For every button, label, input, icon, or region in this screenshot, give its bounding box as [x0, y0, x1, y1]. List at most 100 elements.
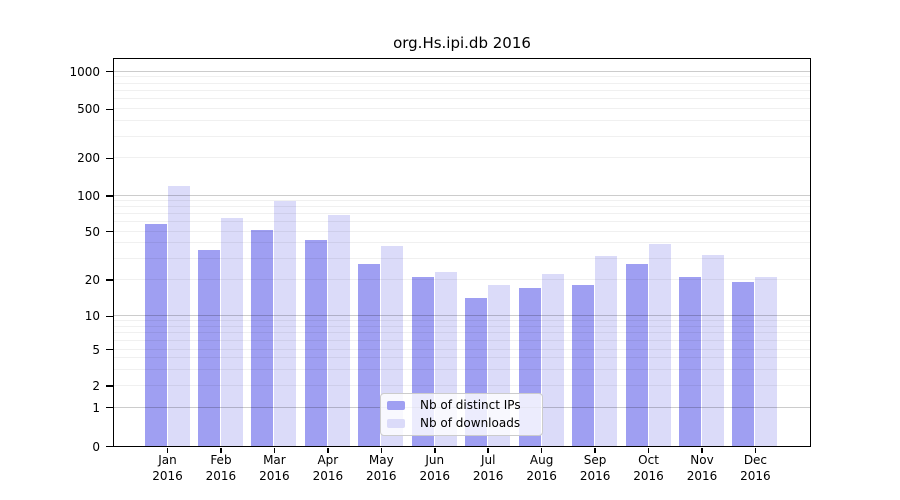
gridline-minor-400 — [113, 120, 810, 122]
y-tick-label-1000: 1000 — [69, 64, 100, 79]
y-tick-100 — [105, 195, 113, 197]
gridline-minor-70 — [113, 213, 810, 215]
gridline-minor-500 — [113, 108, 810, 110]
y-tick-label-1: 1 — [92, 400, 100, 415]
x-tick-label-apr: Apr 2016 — [312, 453, 344, 483]
bar-nb-of-distinct-ips-oct — [625, 263, 648, 446]
x-tick-sep — [594, 448, 596, 453]
gridline-minor-800 — [113, 82, 810, 84]
x-tick-label-jan: Jan 2016 — [152, 453, 183, 483]
gridline-minor-2 — [113, 385, 810, 386]
plot-area — [112, 58, 811, 447]
legend-swatch-nb-of-downloads — [387, 419, 405, 428]
x-tick-aug — [540, 448, 543, 453]
x-tick-may — [380, 448, 383, 453]
y-tick-label-50: 50 — [84, 224, 100, 239]
x-tick-label-may: May 2016 — [366, 453, 397, 483]
gridline-minor-600 — [113, 98, 810, 100]
y-tick-10 — [105, 315, 113, 318]
gridline-minor-200 — [113, 157, 810, 159]
gridline-major-100 — [113, 194, 810, 196]
y-tick-500 — [105, 108, 113, 111]
bar-nb-of-downloads-sep — [595, 256, 618, 446]
y-tick-label-5: 5 — [92, 342, 100, 357]
gridlines-layer — [113, 59, 810, 446]
gridline-minor-700 — [113, 90, 810, 92]
gridline-minor-4 — [113, 357, 810, 359]
x-tick-label-feb: Feb 2016 — [205, 453, 237, 483]
gridline-minor-7 — [113, 332, 810, 334]
legend-swatch-nb-of-distinct-ips — [387, 401, 405, 410]
y-tick-label-100: 100 — [77, 188, 100, 203]
y-tick-1 — [105, 406, 113, 409]
gridline-minor-6 — [113, 339, 810, 341]
bar-nb-of-downloads-mar — [274, 200, 297, 446]
bar-nb-of-downloads-oct — [648, 244, 671, 446]
legend-row-nb-of-downloads: Nb of downloads — [381, 416, 542, 432]
legend-label-nb-of-distinct-ips: Nb of distinct IPs — [420, 398, 521, 412]
x-tick-jul — [487, 448, 489, 453]
gridline-minor-8 — [113, 325, 810, 327]
x-tick-apr — [327, 448, 329, 453]
y-tick-label-200: 200 — [77, 151, 100, 166]
legend: Nb of distinct IPs Nb of downloads — [380, 393, 543, 436]
x-tick-label-oct: Oct 2016 — [633, 453, 664, 483]
y-tick-20 — [105, 279, 113, 281]
x-tick-feb — [220, 448, 222, 453]
y-tick-5 — [105, 348, 113, 351]
gridline-minor-20 — [113, 279, 810, 280]
gridline-minor-300 — [113, 135, 810, 137]
x-tick-label-dec: Dec 2016 — [740, 453, 771, 483]
y-tick-label-0: 0 — [92, 439, 100, 454]
x-tick-label-sep: Sep 2016 — [579, 453, 611, 483]
gridline-major-10 — [113, 315, 810, 317]
x-tick-label-jul: Jul 2016 — [472, 453, 504, 483]
x-tick-label-jun: Jun 2016 — [419, 453, 451, 483]
x-tick-label-aug: Aug 2016 — [526, 453, 557, 483]
y-tick-label-500: 500 — [77, 102, 100, 117]
bar-nb-of-distinct-ips-sep — [572, 285, 595, 446]
bar-nb-of-distinct-ips-dec — [732, 282, 755, 446]
x-tick-dec — [754, 448, 757, 453]
gridline-minor-3 — [113, 368, 810, 370]
y-tick-label-2: 2 — [92, 379, 100, 393]
y-tick-0 — [105, 445, 113, 448]
bar-nb-of-distinct-ips-jan — [144, 224, 167, 446]
bar-nb-of-downloads-aug — [541, 274, 564, 446]
x-tick-label-nov: Nov 2016 — [686, 453, 718, 483]
bar-nb-of-distinct-ips-feb — [197, 250, 220, 446]
bar-nb-of-downloads-feb — [220, 217, 243, 446]
x-tick-nov — [701, 448, 703, 453]
bar-nb-of-distinct-ips-nov — [679, 276, 701, 446]
gridline-major-1000 — [113, 70, 810, 72]
gridline-minor-40 — [113, 242, 810, 244]
legend-row-nb-of-distinct-ips: Nb of distinct IPs — [381, 398, 542, 414]
bar-nb-of-distinct-ips-apr — [304, 240, 327, 446]
bar-nb-of-distinct-ips-mar — [251, 230, 274, 446]
legend-label-nb-of-downloads: Nb of downloads — [420, 416, 521, 430]
y-tick-200 — [105, 157, 113, 160]
gridline-minor-80 — [113, 206, 810, 208]
y-tick-1000 — [105, 70, 113, 73]
gridline-minor-60 — [113, 221, 810, 223]
y-tick-label-10: 10 — [84, 309, 100, 324]
y-tick-2 — [105, 385, 113, 387]
bar-nb-of-downloads-jan — [167, 186, 190, 446]
chart-title: org.Hs.ipi.db 2016 — [393, 34, 531, 52]
gridline-minor-5 — [113, 348, 810, 350]
gridline-minor-50 — [113, 230, 810, 232]
bar-nb-of-downloads-apr — [327, 215, 350, 446]
y-tick-label-20: 20 — [84, 273, 100, 287]
bar-nb-of-downloads-nov — [702, 254, 724, 446]
bar-nb-of-downloads-dec — [755, 276, 778, 446]
x-tick-jan — [166, 448, 169, 453]
gridline-minor-90 — [113, 200, 810, 202]
y-tick-50 — [105, 230, 113, 233]
x-tick-mar — [273, 448, 276, 453]
x-tick-oct — [647, 448, 650, 453]
gridline-minor-900 — [113, 76, 810, 78]
x-tick-jun — [434, 448, 436, 453]
bar-nb-of-distinct-ips-may — [358, 263, 381, 446]
gridline-minor-9 — [113, 320, 810, 322]
